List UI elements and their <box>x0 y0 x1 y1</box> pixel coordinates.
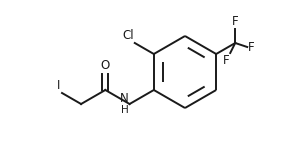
Text: I: I <box>57 79 60 92</box>
Text: N: N <box>120 92 128 105</box>
Text: H: H <box>121 105 128 115</box>
Text: Cl: Cl <box>122 29 134 42</box>
Text: F: F <box>232 15 239 28</box>
Text: F: F <box>248 41 255 53</box>
Text: F: F <box>223 54 229 67</box>
Text: O: O <box>101 59 110 72</box>
